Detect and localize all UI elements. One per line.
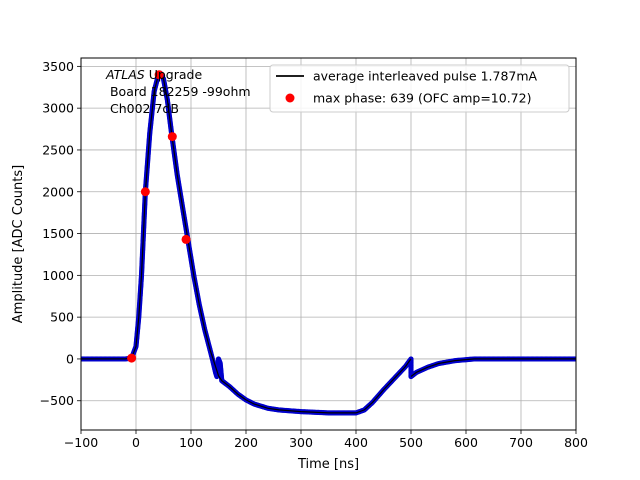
y-tick-label: 500	[50, 310, 74, 325]
x-tick-label: −100	[64, 435, 98, 450]
y-tick-label: 2000	[42, 184, 74, 199]
y-tick-label: 3000	[42, 101, 74, 116]
max-phase-marker	[154, 70, 164, 80]
legend: average interleaved pulse 1.787mA max ph…	[269, 64, 570, 113]
x-tick-label: 0	[132, 435, 140, 450]
max-phase-markers	[127, 70, 191, 363]
legend-entry-pulse: average interleaved pulse 1.787mA	[313, 69, 538, 84]
x-tick-label: 100	[179, 435, 203, 450]
x-tick-label: 400	[344, 435, 368, 450]
plot-area	[81, 58, 576, 430]
y-tick-label: −500	[40, 393, 74, 408]
data-layer	[81, 70, 576, 416]
y-tick-label: 3500	[42, 59, 74, 74]
y-tick-label: 1000	[42, 268, 74, 283]
atlas-annotation: ATLAS Upgrade Board 182259 -99ohm Ch002 …	[105, 67, 251, 116]
average-pulse-line	[81, 71, 576, 414]
annotation-line2: Board 182259 -99ohm	[106, 84, 251, 99]
annotation-line1: Upgrade	[145, 67, 203, 82]
svg-text:ATLAS Upgrade: ATLAS Upgrade	[105, 67, 202, 82]
annotation-italic: ATLAS	[105, 67, 145, 82]
max-phase-marker	[181, 234, 191, 244]
legend-entry-max-phase: max phase: 639 (OFC amp=10.72)	[313, 91, 531, 106]
max-phase-marker	[167, 132, 177, 142]
x-axis-ticks: −100 0 100 200 300 400 500 600 700 800	[64, 430, 588, 450]
x-axis-label: Time [ns]	[297, 457, 359, 472]
x-tick-label: 200	[234, 435, 258, 450]
x-tick-label: 500	[399, 435, 423, 450]
max-phase-marker	[127, 353, 137, 363]
legend-marker-swatch	[285, 93, 295, 103]
y-axis-ticks: −500 0 500 1000 1500 2000 2500 3000 3500	[40, 59, 81, 408]
x-tick-label: 800	[564, 435, 588, 450]
legend-box	[269, 64, 570, 113]
x-tick-label: 700	[509, 435, 533, 450]
y-tick-label: 1500	[42, 226, 74, 241]
y-axis-label: Amplitude [ADC Counts]	[11, 165, 26, 323]
x-tick-label: 300	[289, 435, 313, 450]
plot-frame	[80, 57, 577, 431]
annotation-line3: Ch002 7dB	[106, 101, 179, 116]
y-tick-label: 2500	[42, 142, 74, 157]
y-tick-label: 0	[66, 351, 74, 366]
max-phase-marker	[140, 187, 150, 197]
x-tick-label: 600	[454, 435, 478, 450]
